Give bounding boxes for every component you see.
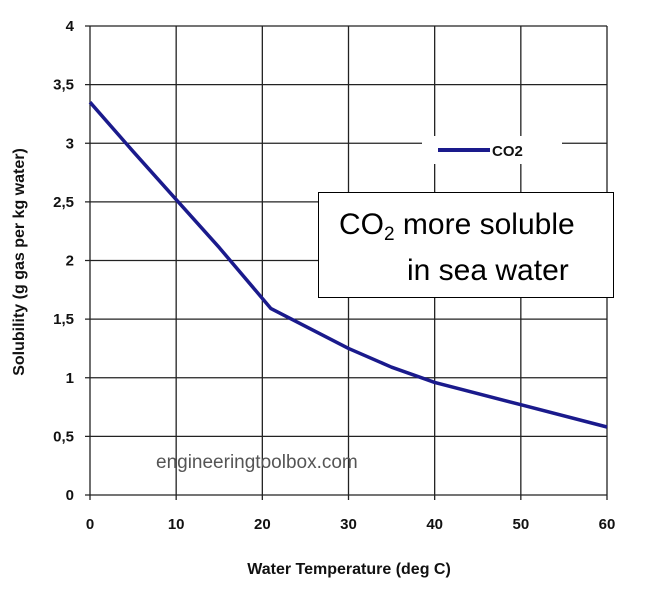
y-tick-label: 0	[66, 487, 74, 504]
x-tick-label: 20	[254, 516, 271, 533]
x-axis-label: Water Temperature (deg C)	[247, 561, 451, 578]
watermark: engineeringtoolbox.com	[156, 452, 358, 473]
x-tick-label: 60	[599, 516, 616, 533]
y-tick-label: 4	[66, 18, 75, 35]
series	[88, 101, 608, 429]
y-tick-label: 2	[66, 253, 74, 270]
y-tick-label: 3,5	[53, 77, 74, 94]
tick-labels: 0 10 20 30 40 50 60 0 0,5 1 1,5 2 2,5 3 3,5 4	[53, 18, 615, 533]
y-tick-label: 2,5	[53, 194, 74, 211]
legend-label-co2: CO2	[492, 143, 523, 160]
annotation-line2: in sea water	[407, 254, 569, 287]
y-axis-label: Solubility (g gas per kg water)	[11, 148, 28, 376]
annotation-co: CO	[339, 208, 384, 241]
annotation-subscript: 2	[384, 224, 395, 245]
y-tick-label: 1,5	[53, 311, 74, 328]
x-tick-label: 0	[86, 516, 94, 533]
y-tick-label: 3	[66, 135, 74, 152]
annotation-line1: more soluble	[394, 208, 575, 241]
annotation-box: CO2 more soluble in sea water	[318, 192, 614, 298]
x-tick-label: 10	[168, 516, 185, 533]
series-line-co2	[88, 101, 608, 429]
x-tick-label: 50	[512, 516, 529, 533]
y-tick-label: 1	[66, 370, 74, 387]
x-tick-label: 30	[340, 516, 357, 533]
y-tick-label: 0,5	[53, 428, 74, 445]
x-tick-label: 40	[426, 516, 443, 533]
